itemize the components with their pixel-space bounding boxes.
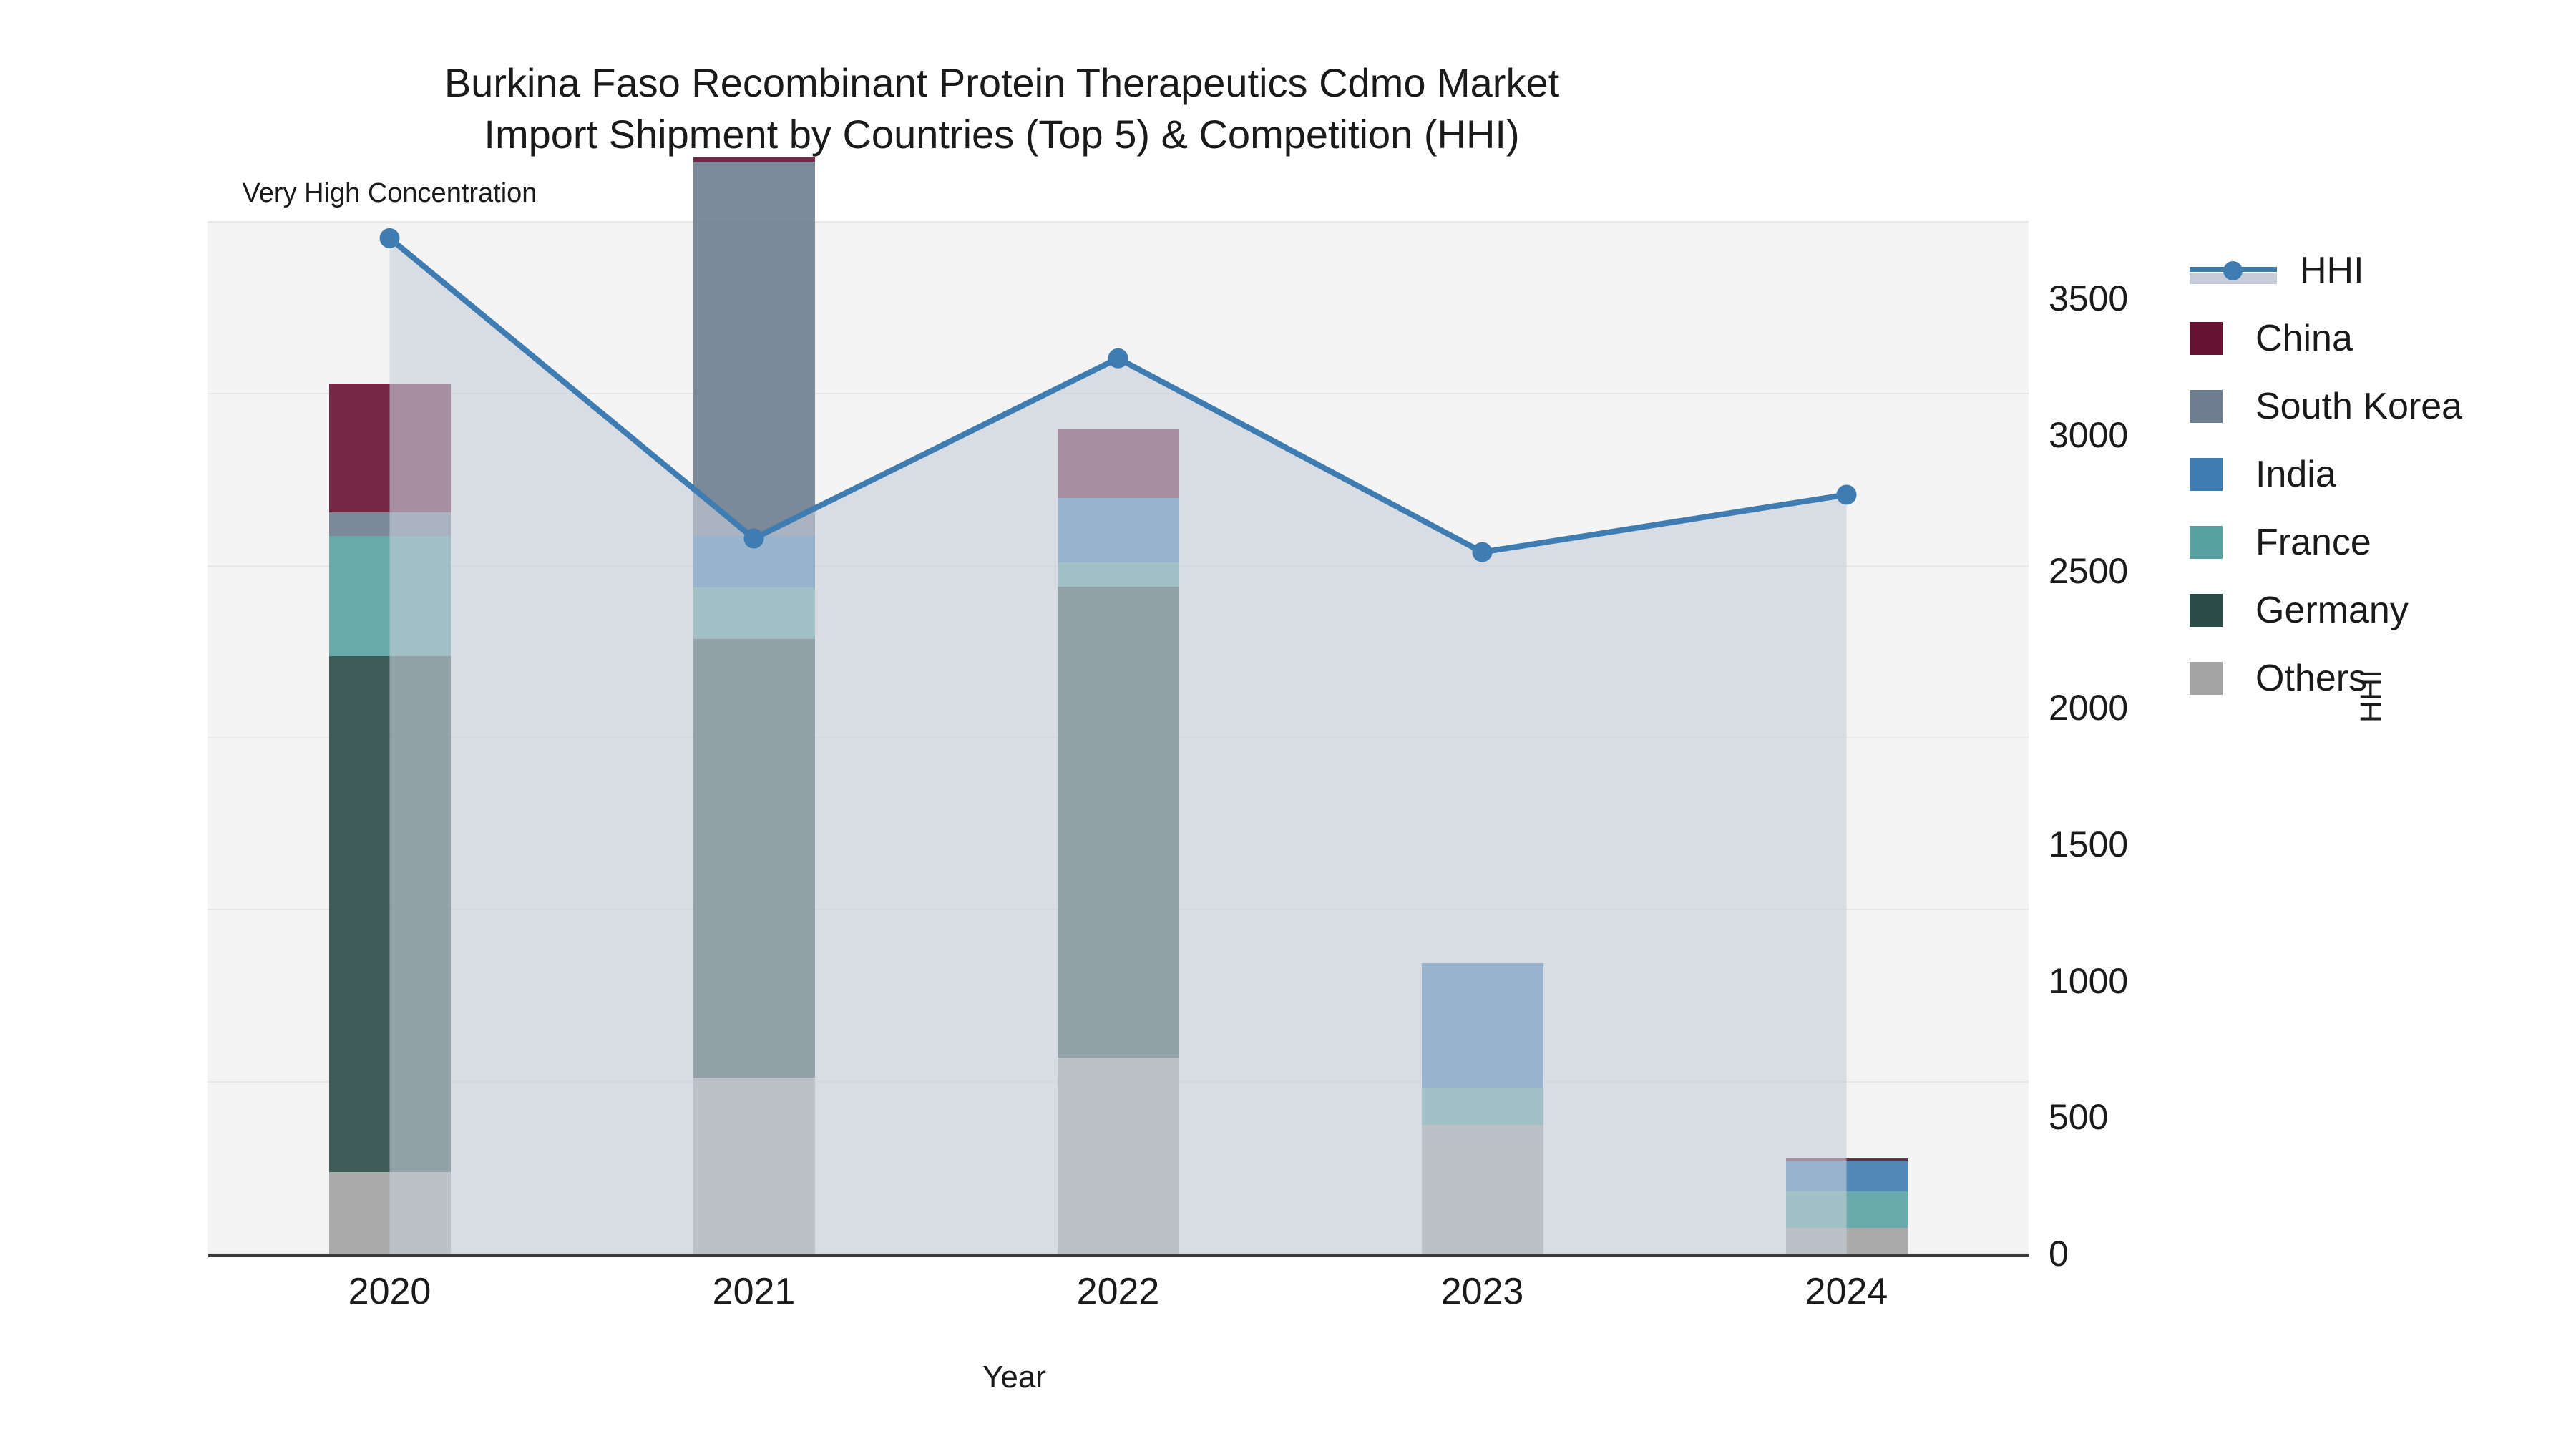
y-axis-right-tick-label: 2000: [2049, 688, 2129, 728]
x-axis-tick-label: 2020: [348, 1271, 431, 1312]
legend-color-swatch: [2190, 593, 2223, 627]
legend-color-swatch: [2190, 389, 2223, 423]
legend-item-label: HHI: [2300, 249, 2364, 291]
legend-item-hhi[interactable]: HHI: [2190, 236, 2462, 304]
legend-line-marker-icon: [2190, 254, 2277, 287]
y-axis-right-tick-label: 1000: [2049, 960, 2129, 1001]
hhi-data-point[interactable]: [1108, 348, 1128, 369]
gridline: [208, 1253, 2029, 1254]
legend-color-swatch: [2190, 457, 2223, 491]
legend-item-label: Germany: [2255, 589, 2409, 631]
legend-item-label: Others: [2255, 657, 2368, 699]
concentration-annotation: Very High Concentration: [242, 177, 537, 208]
y-axis-right-tick-label: 500: [2049, 1097, 2109, 1138]
legend-color-swatch: [2190, 525, 2223, 559]
chart-title: Burkina Faso Recombinant Protein Therape…: [0, 57, 2004, 160]
x-axis-tick-label: 2021: [712, 1271, 796, 1312]
y-axis-right-tick-label: 1500: [2049, 824, 2129, 864]
hhi-line-overlay: [379, 228, 1857, 1254]
legend-item-label: India: [2255, 453, 2336, 495]
y-axis-right-tick-label: 3500: [2049, 278, 2129, 318]
legend-line-dot: [2223, 260, 2243, 280]
hhi-data-point[interactable]: [379, 228, 400, 248]
x-axis-tick-label: 2022: [1076, 1271, 1160, 1312]
x-axis-tick-label: 2023: [1440, 1271, 1524, 1312]
hhi-area-fill: [389, 238, 1847, 1254]
legend-item-france[interactable]: France: [2190, 508, 2462, 576]
y-axis-right-tick-label: 0: [2049, 1234, 2069, 1274]
x-axis-tick-label: 2024: [1805, 1271, 1888, 1312]
y-axis-right-tick-label: 3000: [2049, 414, 2129, 455]
legend-item-germany[interactable]: Germany: [2190, 576, 2462, 644]
legend-color-swatch: [2190, 321, 2223, 355]
hhi-data-point[interactable]: [743, 528, 764, 549]
legend: HHI China South Korea India France Germany Oth…: [2190, 236, 2462, 712]
hhi-data-point[interactable]: [1836, 484, 1857, 505]
legend-item-label: France: [2255, 521, 2371, 563]
hhi-data-point[interactable]: [1472, 542, 1493, 562]
legend-item-south-korea[interactable]: South Korea: [2190, 372, 2462, 440]
bar-segment-south-korea[interactable]: [693, 161, 815, 536]
chart-title-line-2: Import Shipment by Countries (Top 5) & C…: [484, 111, 1520, 157]
legend-item-label: South Korea: [2255, 385, 2463, 427]
gridline: [208, 221, 2029, 223]
chart-title-line-1: Burkina Faso Recombinant Protein Therape…: [444, 60, 1560, 105]
legend-item-others[interactable]: Others: [2190, 644, 2462, 712]
legend-color-swatch: [2190, 661, 2223, 695]
bar-segment-china[interactable]: [693, 157, 815, 162]
legend-item-china[interactable]: China: [2190, 304, 2462, 372]
legend-item-label: China: [2255, 317, 2353, 359]
y-axis-right-tick-label: 2500: [2049, 551, 2129, 592]
x-axis-label: Year: [982, 1360, 1046, 1395]
legend-item-india[interactable]: India: [2190, 440, 2462, 508]
x-axis-line: [208, 1254, 2029, 1257]
